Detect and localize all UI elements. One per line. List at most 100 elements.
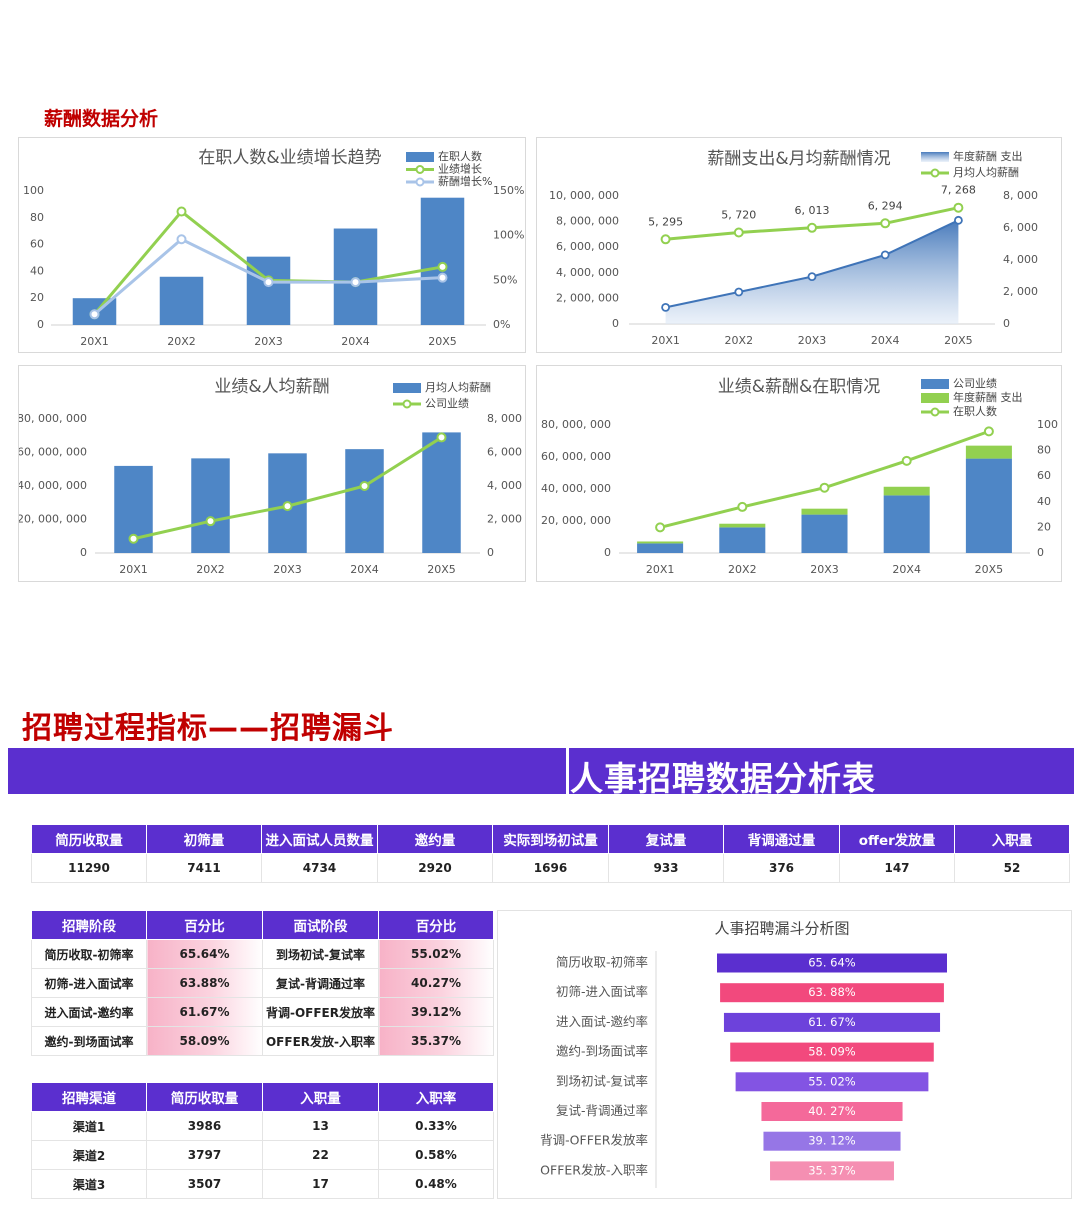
funnel-table-cell: 1696	[492, 853, 609, 883]
recruit-banner-title: 人事招聘数据分析表	[570, 759, 876, 798]
x-tick-label: 20X4	[892, 563, 921, 576]
table-row: 渠道1 3986 13 0.33%	[31, 1111, 494, 1141]
bar-月均人均薪酬	[345, 449, 384, 553]
y-left-tick: 0	[37, 318, 44, 331]
chart-panel-performance-salary: 业绩&人均薪酬 0 20, 000, 000 40, 000, 000 60, 000,…	[17, 365, 526, 582]
y-left-tick: 8, 000, 000	[556, 215, 619, 228]
funnel-table-cell: 4734	[261, 853, 378, 883]
stage-table-cell: 进入面试-邀约率	[31, 997, 147, 1027]
channel-table-header: 入职量	[262, 1082, 379, 1112]
legend-label: 月均人均薪酬	[953, 166, 1019, 179]
funnel-table-header: 进入面试人员数量	[261, 824, 378, 854]
line-point	[737, 501, 748, 512]
line-point	[437, 261, 448, 272]
table-row: 初筛-进入面试率 63.88% 复试-背调通过率 40.27%	[31, 968, 494, 998]
legend-label: 公司业绩	[425, 397, 469, 410]
legend-swatch-dot	[930, 407, 940, 417]
funnel-count-table: 简历收取量 初筛量 进入面试人员数量 邀约量 实际到场初试量 复试量 背调通过量 offer发…	[31, 824, 1070, 883]
salary-section-title: 薪酬数据分析	[44, 108, 159, 130]
funnel-data-label: 61. 67%	[808, 1015, 856, 1029]
y-right-tick: 0	[1037, 546, 1044, 559]
y-right-tick: 40	[1037, 495, 1051, 508]
legend-label: 业绩增长	[438, 162, 482, 176]
channel-table: 招聘渠道 简历收取量 入职量 入职率 渠道1 3986 13 0.33% 渠道2 3797 22 0…	[31, 1082, 494, 1199]
legend-swatch-dot	[415, 177, 425, 187]
area-point	[953, 215, 963, 225]
y-right-tick: 8, 000	[487, 412, 522, 425]
stage-table-cell: 35.37%	[378, 1026, 494, 1056]
funnel-table-cell: 147	[839, 853, 955, 883]
y-left-tick: 0	[80, 546, 87, 559]
funnel-bar	[763, 1131, 901, 1151]
table-row: 邀约-到场面试率 58.09% OFFER发放-入职率 35.37%	[31, 1026, 494, 1056]
stage-table-header: 百分比	[378, 910, 494, 940]
stage-table-header: 面试阶段	[262, 910, 379, 940]
y-right-tick: 4, 000	[1003, 253, 1038, 266]
stage-table-cell: 58.09%	[146, 1026, 263, 1056]
stage-table-cell: 63.88%	[146, 968, 263, 998]
line-point	[733, 227, 744, 238]
funnel-table-header: 实际到场初试量	[492, 824, 609, 854]
legend-label: 月均人均薪酬	[425, 381, 491, 394]
channel-table-cell: 渠道3	[31, 1169, 147, 1199]
y-left-tick: 80	[30, 211, 44, 224]
funnel-table-header: 复试量	[608, 824, 724, 854]
chart-performance-salary: 业绩&人均薪酬 0 20, 000, 000 40, 000, 000 60, 000,…	[17, 377, 522, 576]
channel-table-cell: 17	[262, 1169, 379, 1199]
funnel-title: 人事招聘漏斗分析图	[714, 920, 849, 938]
stack-bar-公司业绩	[637, 543, 684, 553]
y-right-tick: 6, 000	[487, 446, 522, 459]
channel-table-cell: 0.58%	[378, 1140, 494, 1170]
x-tick-label: 20X2	[167, 335, 196, 348]
y-right-tick: 100	[1037, 418, 1058, 431]
x-tick-label: 20X2	[728, 563, 757, 576]
area-年度薪酬 支出	[665, 220, 959, 324]
legend-swatch	[393, 383, 421, 393]
y-right-tick: 2, 000	[487, 513, 522, 526]
x-tick-label: 20X1	[651, 334, 680, 347]
legend-swatch	[921, 393, 949, 403]
funnel-data-label: 35. 37%	[808, 1163, 856, 1177]
funnel-table-header: offer发放量	[839, 824, 955, 854]
chart-performance-salary-headcount: 业绩&薪酬&在职情况 0 20, 000, 000 40, 000, 000 60, 0…	[541, 377, 1058, 576]
stack-bar-年度薪酬 支出	[883, 486, 930, 496]
funnel-category-label: 复试-背调通过率	[556, 1103, 648, 1118]
funnel-data-label: 40. 27%	[808, 1104, 856, 1118]
area-point	[734, 287, 744, 297]
y-left-tick: 20	[30, 291, 44, 304]
y-left-tick: 100	[23, 184, 44, 197]
recruit-banner	[8, 748, 1074, 794]
stage-rate-table: 招聘阶段 百分比 面试阶段 百分比 简历收取-初筛率 65.64% 到场初试-复试率 55.…	[31, 910, 494, 1056]
y-right-tick: 2, 000	[1003, 285, 1038, 298]
y-left-tick: 20, 000, 000	[541, 514, 611, 527]
funnel-table-cell: 376	[723, 853, 840, 883]
x-tick-label: 20X5	[428, 335, 457, 348]
line-point	[263, 277, 274, 288]
funnel-data-label: 65. 64%	[808, 956, 856, 970]
line-point	[176, 234, 187, 245]
stage-table-cell: 61.67%	[146, 997, 263, 1027]
x-tick-label: 20X3	[798, 334, 827, 347]
stage-table-cell: 55.02%	[378, 939, 494, 969]
funnel-data-label: 63. 88%	[808, 985, 856, 999]
funnel-category-label: 到场初试-复试率	[556, 1073, 648, 1088]
legend-swatch	[921, 379, 949, 389]
line-point	[359, 481, 370, 491]
funnel-data-label: 55. 02%	[808, 1074, 856, 1088]
bar-月均人均薪酬	[191, 458, 230, 553]
table-row: 渠道2 3797 22 0.58%	[31, 1140, 494, 1170]
bar-在职人数	[333, 228, 378, 325]
channel-table-cell: 13	[262, 1111, 379, 1141]
stage-table-cell: 初筛-进入面试率	[31, 968, 147, 998]
bar-月均人均薪酬	[422, 432, 461, 553]
recruit-section-title: 招聘过程指标——招聘漏斗	[22, 711, 394, 746]
legend-label: 在职人数	[953, 405, 997, 418]
legend-swatch-dot	[415, 165, 425, 174]
channel-table-cell: 3797	[146, 1140, 263, 1170]
y-left-tick: 80, 000, 000	[19, 412, 87, 425]
chart-title: 薪酬支出&月均薪酬情况	[707, 149, 890, 169]
line-point	[128, 533, 139, 544]
data-label: 7, 268	[941, 184, 976, 197]
funnel-table-cell: 52	[954, 853, 1070, 883]
channel-table-cell: 3507	[146, 1169, 263, 1199]
